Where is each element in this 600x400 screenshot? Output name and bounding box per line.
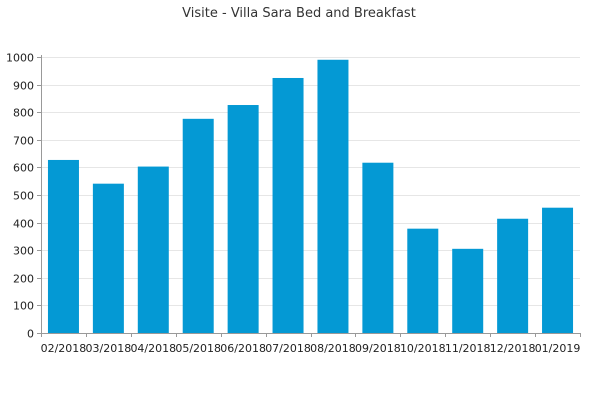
y-tick-label: 900 bbox=[13, 80, 34, 93]
bar bbox=[407, 228, 439, 333]
x-axis-tick-labels: 02/2018 03/2018 04/2018 05/2018 06/2018 07/20… bbox=[41, 342, 581, 355]
y-tick-label: 400 bbox=[13, 218, 34, 231]
y-tick-label: 500 bbox=[13, 190, 34, 203]
bar bbox=[137, 166, 169, 333]
x-tick-label: 05/2018 bbox=[175, 342, 221, 355]
gridlines bbox=[41, 57, 580, 306]
x-tick-label: 07/2018 bbox=[265, 342, 311, 355]
bar bbox=[47, 159, 79, 333]
x-tick-label: 09/2018 bbox=[355, 342, 401, 355]
x-tick-label: 08/2018 bbox=[310, 342, 356, 355]
y-tick-label: 700 bbox=[13, 135, 34, 148]
axes bbox=[37, 55, 581, 337]
bar bbox=[227, 105, 259, 334]
bar bbox=[92, 183, 124, 333]
bar bbox=[452, 248, 484, 333]
bar bbox=[317, 59, 349, 333]
y-tick-label: 600 bbox=[13, 162, 34, 175]
y-tick-label: 1000 bbox=[6, 52, 34, 65]
y-tick-label: 0 bbox=[27, 328, 34, 341]
bars bbox=[47, 59, 574, 334]
y-tick-label: 300 bbox=[13, 245, 34, 258]
bar bbox=[362, 162, 394, 333]
x-tick-label: 10/2018 bbox=[400, 342, 446, 355]
x-tick-label: 04/2018 bbox=[130, 342, 176, 355]
y-tick-label: 800 bbox=[13, 107, 34, 120]
bar bbox=[497, 218, 529, 333]
x-tick-label: 02/2018 bbox=[41, 342, 87, 355]
x-tick-label: 06/2018 bbox=[220, 342, 266, 355]
x-tick-label: 11/2018 bbox=[445, 342, 491, 355]
bar bbox=[542, 207, 574, 333]
chart-title: Visite - Villa Sara Bed and Breakfast bbox=[182, 6, 416, 21]
x-tick-label: 01/2019 bbox=[535, 342, 581, 355]
y-tick-label: 200 bbox=[13, 273, 34, 286]
bar bbox=[182, 118, 214, 333]
bar bbox=[272, 77, 304, 333]
x-tick-label: 12/2018 bbox=[490, 342, 536, 355]
x-tick-label: 03/2018 bbox=[86, 342, 132, 355]
y-tick-label: 100 bbox=[13, 300, 34, 313]
y-axis-tick-labels: 0 100 200 300 400 500 600 700 800 900 1000 bbox=[6, 52, 34, 341]
